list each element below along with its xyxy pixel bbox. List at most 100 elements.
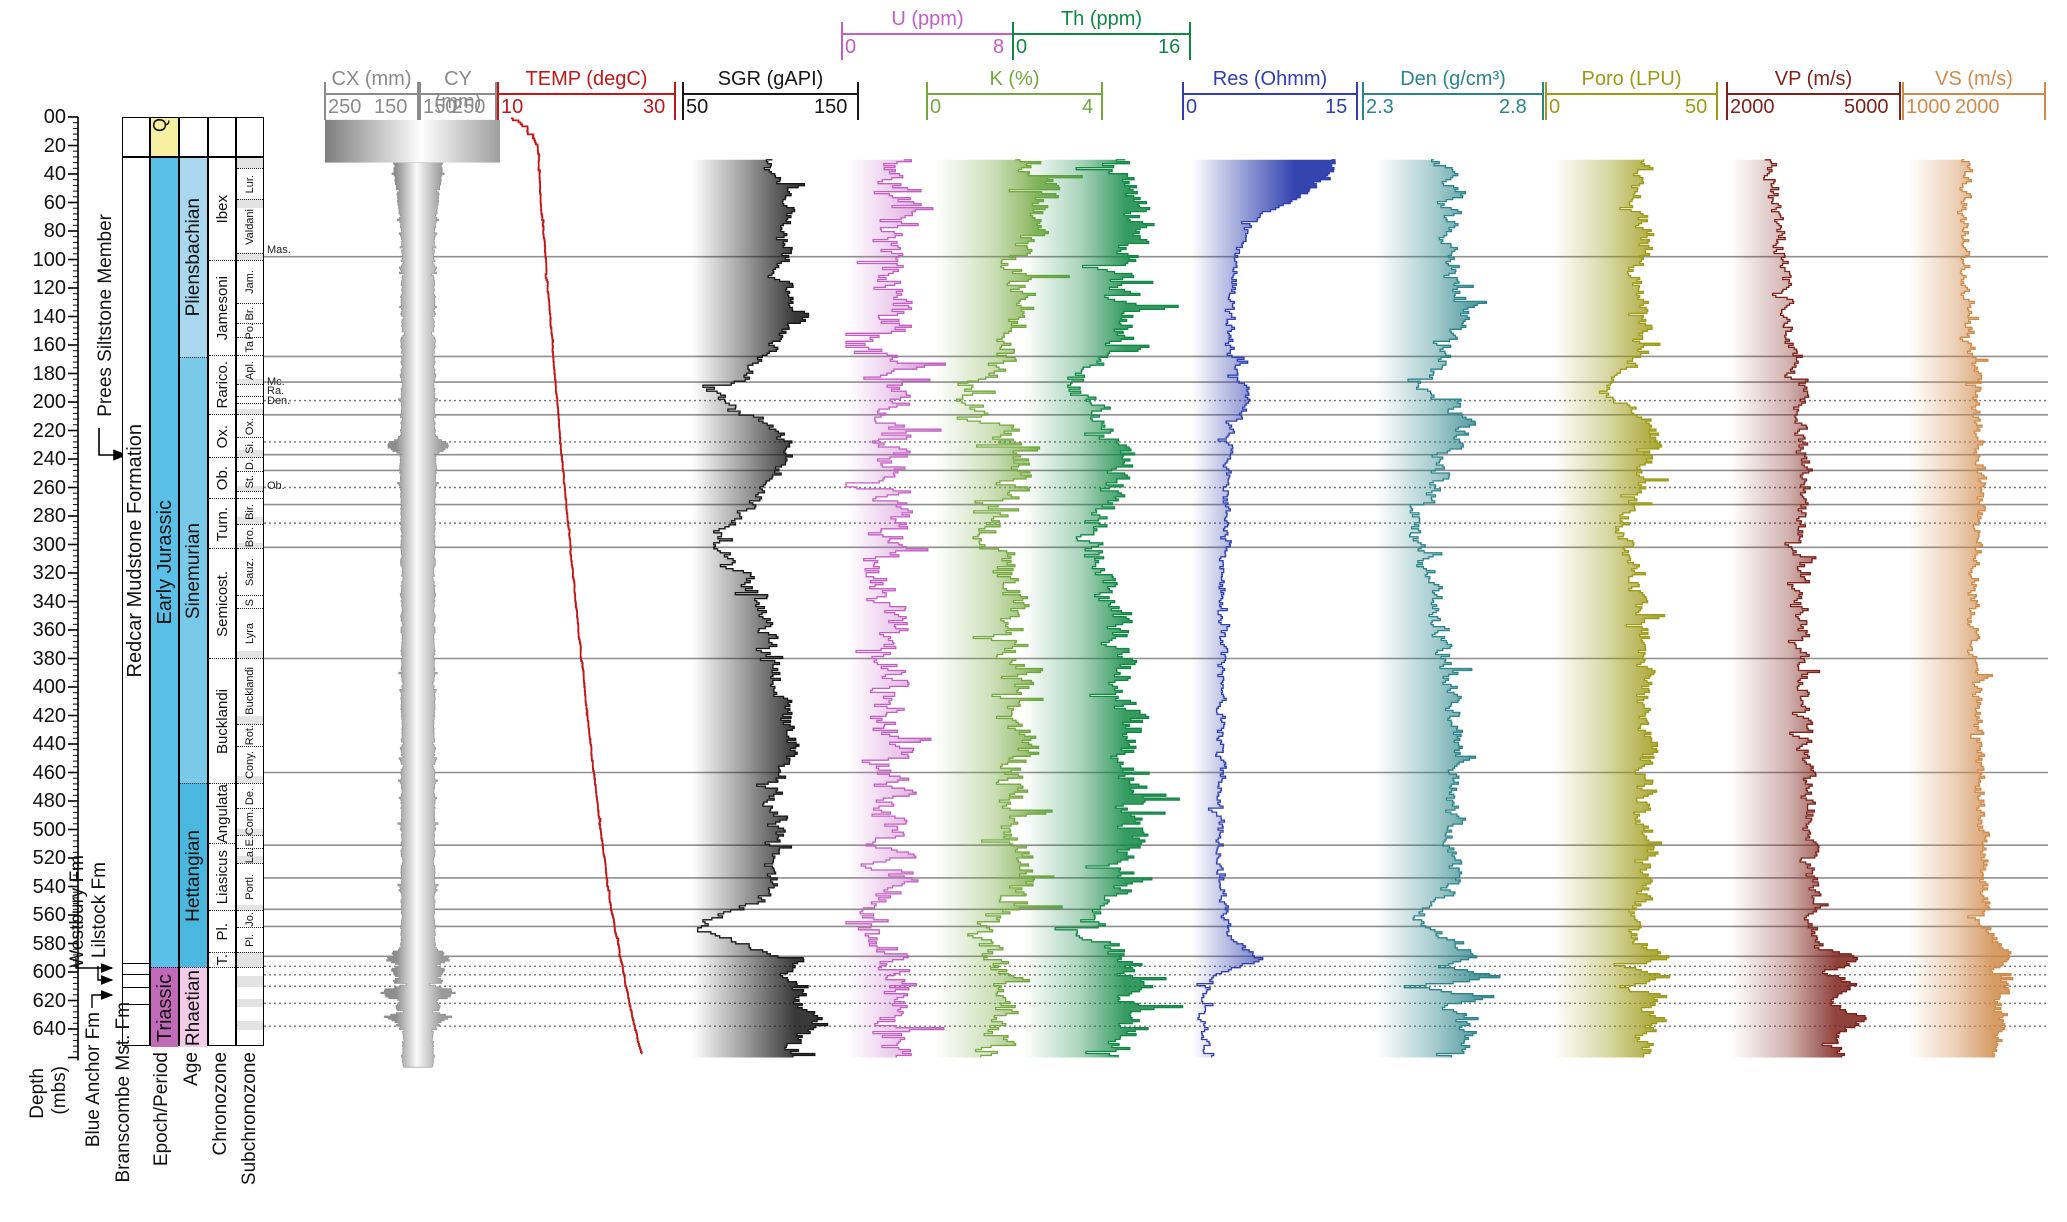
subchronozone-column-header: Subchronozone	[239, 1052, 260, 1186]
den-curve	[1403, 159, 1501, 1058]
depth-tick-label: 400	[32, 676, 66, 698]
sgr-curve-fill	[692, 159, 828, 1058]
cy-header-label: CY (mm)	[434, 68, 482, 113]
poro-header-label: Poro (LPU)	[1581, 68, 1682, 90]
depth-tick-label: 560	[32, 904, 66, 926]
redcar-mudstone-formation-label: Redcar Mudstone Formation	[124, 424, 146, 678]
depth-tick-label: 480	[32, 790, 66, 812]
res-min-label: 0	[1186, 96, 1198, 118]
depth-tick-label: 500	[32, 818, 66, 841]
vp-min-label: 2000	[1730, 96, 1775, 118]
vs-min-label: 1000	[1906, 96, 1951, 118]
den-header-label: Den (g/cm³)	[1400, 68, 1506, 90]
caliper-casing-block	[325, 119, 500, 163]
depth-tick-label: 220	[32, 419, 66, 442]
depth-tick-label: 20	[43, 134, 66, 157]
depth-tick-label: 380	[32, 647, 66, 670]
caliper-borehole-shape	[380, 162, 456, 1068]
depth-tick-label: 200	[32, 391, 66, 413]
temp-min-label: 10	[501, 96, 524, 118]
prees-siltstone-member-label: Prees Siltstone Member	[95, 214, 116, 417]
vp-header-label: VP (m/s)	[1774, 68, 1853, 90]
depth-axis-title-line1: Depth	[27, 1068, 48, 1119]
u-min-label: 0	[845, 36, 857, 58]
depth-tick-label: 440	[32, 733, 66, 755]
depth-axis-title-line2: (mbs)	[49, 1066, 70, 1115]
vp-curve-fill	[1731, 159, 1866, 1058]
depth-tick-label: 240	[32, 448, 66, 470]
temp-max-label: 30	[643, 96, 666, 118]
depth-tick-label: 00	[43, 106, 66, 128]
depth-tick-label: 40	[43, 163, 66, 185]
u-curve-fill	[846, 159, 946, 1058]
cx-max-label: 150	[374, 96, 408, 118]
temp-curve	[511, 117, 643, 1055]
depth-tick-label: 600	[32, 961, 66, 983]
track-headers: CX (mm) 250 150 CY (mm) 150 250 TEMP (degC) 10 3…	[0, 0, 2067, 130]
depth-tick-label: 160	[32, 334, 66, 356]
poro-min-label: 0	[1549, 96, 1561, 118]
depth-tick-label: 320	[32, 562, 66, 584]
poro-curve	[1598, 159, 1671, 1058]
depth-tick-label: 460	[32, 761, 66, 784]
k-curve-fill	[934, 159, 1083, 1058]
epoch-period-column-header: Epoch/Period	[151, 1052, 172, 1167]
vs-header-label: VS (m/s)	[1935, 68, 2013, 90]
sgr-min-label: 50	[686, 96, 709, 118]
sgr-header-label: SGR (gAPI)	[717, 68, 824, 90]
westbury-fm-label: Westbury Fm	[67, 855, 88, 968]
depth-tick-label: 520	[32, 847, 66, 869]
poro-max-label: 50	[1685, 96, 1708, 118]
res-max-label: 15	[1325, 96, 1348, 118]
depth-tick-label: 260	[32, 476, 66, 499]
branscombe-mst-fm-label: Branscombe Mst. Fm	[113, 1002, 134, 1183]
th-curve-fill	[1023, 159, 1183, 1058]
res-curve	[1196, 159, 1336, 1058]
depth-tick-label: 100	[32, 248, 66, 271]
depth-tick-label: 300	[32, 533, 66, 556]
depth-tick-label: 120	[32, 277, 66, 299]
depth-tick-label: 640	[32, 1018, 66, 1040]
cy-min-label: 150	[423, 96, 457, 118]
depth-tick-label: 80	[43, 220, 66, 242]
depth-tick-label: 620	[32, 989, 66, 1012]
age-column-header: Age	[181, 1052, 202, 1086]
vp-curve	[1763, 159, 1867, 1058]
den-max-label: 2.8	[1499, 96, 1527, 118]
depth-tick-label: 140	[32, 305, 66, 328]
cx-header-label: CX (mm)	[331, 68, 412, 90]
k-header-label: K (%)	[989, 68, 1040, 90]
depth-tick-label: 280	[32, 505, 66, 527]
vs-curve	[1957, 159, 2014, 1058]
depth-tick-label: 60	[43, 191, 66, 214]
th-header-label: Th (ppm)	[1060, 8, 1143, 30]
depth-tick-label: 580	[32, 932, 66, 955]
u-header-label: U (ppm)	[891, 8, 964, 30]
k-min-label: 0	[930, 96, 942, 118]
sgr-curve	[696, 159, 829, 1058]
th-curve	[1054, 159, 1184, 1058]
westbury-leader-arrow	[75, 958, 114, 973]
chronozone-column-header: Chronozone	[210, 1052, 231, 1156]
lilstock-fm-label: Lilstock Fm	[89, 862, 110, 959]
temp-header-label: TEMP (degC)	[525, 68, 648, 90]
u-curve	[845, 159, 946, 1058]
vs-max-label: 2000	[1955, 96, 2000, 118]
u-max-label: 8	[993, 36, 1005, 58]
k-max-label: 4	[1082, 96, 1094, 118]
th-max-label: 16	[1158, 36, 1181, 58]
depth-tick-label: 540	[32, 875, 66, 898]
vs-curve-fill	[1909, 159, 2013, 1058]
den-min-label: 2.3	[1366, 96, 1394, 118]
lilstock-leader-arrow	[97, 966, 114, 985]
poro-curve-fill	[1553, 159, 1670, 1058]
th-min-label: 0	[1016, 36, 1028, 58]
blue-anchor-fm-label: Blue Anchor Fm	[83, 1012, 104, 1148]
blue-anchor-leader-arrow	[91, 990, 114, 1008]
cy-max-label: 250	[452, 96, 486, 118]
sgr-max-label: 150	[814, 96, 848, 118]
prees-leader-arrow	[98, 428, 128, 461]
vp-max-label: 5000	[1844, 96, 1889, 118]
